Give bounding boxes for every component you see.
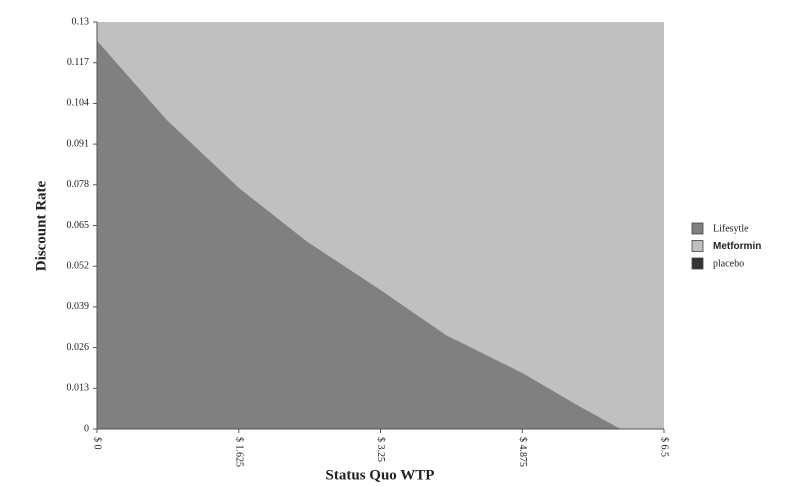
x-tick-label: $ 0	[92, 437, 103, 450]
y-tick-label: 0.091	[67, 138, 90, 149]
area	[97, 40, 621, 430]
legend-swatch	[691, 240, 704, 252]
x-tick-label: $ 6.5	[659, 437, 670, 457]
legend-label: Metformin	[713, 241, 761, 252]
y-tick-label: 0.117	[67, 57, 89, 68]
y-tick-label: 0.065	[67, 220, 90, 231]
x-tick-label: $ 4.875	[517, 437, 528, 467]
x-tick-label: $ 1.625	[233, 437, 244, 467]
y-tick-label: 0.052	[67, 260, 90, 271]
y-tick-label: 0.013	[67, 383, 90, 394]
y-tick-label: 0.13	[72, 16, 90, 27]
x-tick-label: $ 3.25	[375, 437, 386, 462]
y-tick-label: 0.039	[67, 301, 90, 312]
y-tick-label: 0.026	[67, 342, 90, 353]
legend-swatch	[691, 257, 704, 270]
legend-label: placebo	[713, 258, 744, 269]
y-tick-label: 0	[84, 423, 89, 434]
y-tick-label: 0.104	[67, 98, 90, 109]
legend-swatch	[691, 222, 704, 235]
y-tick-label: 0.078	[67, 179, 90, 190]
legend-label: Lifesytle	[713, 223, 749, 234]
y-axis-title: Discount Rate	[33, 180, 49, 271]
x-axis-title: Status Quo WTP	[326, 467, 435, 483]
